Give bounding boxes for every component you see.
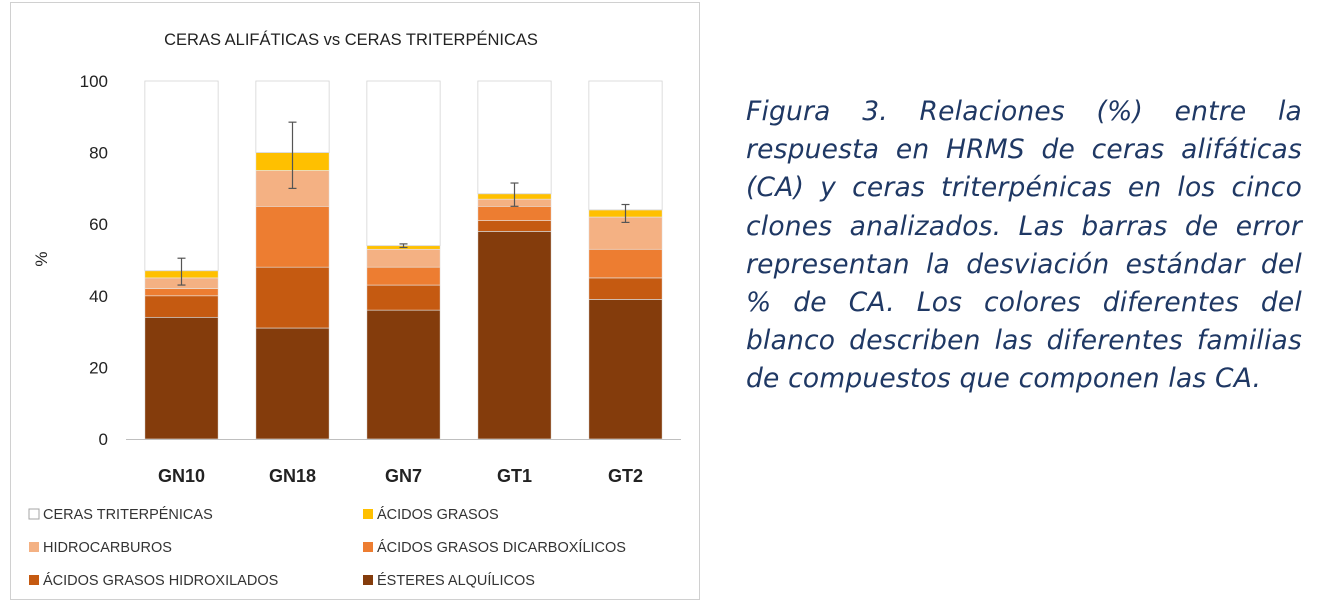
- legend-label: CERAS TRITERPÉNICAS: [43, 506, 213, 523]
- chart-title: CERAS ALIFÁTICAS vs CERAS TRITERPÉNICAS: [164, 30, 538, 49]
- x-tick-label-gn10: GN10: [158, 466, 205, 486]
- y-tick-label: 100: [80, 72, 108, 91]
- x-axis: GN10 GN18 GN7 GT1 GT2: [126, 439, 681, 486]
- y-tick-label: 80: [89, 144, 108, 163]
- x-tick-label-gn7: GN7: [385, 466, 422, 486]
- bar-segment-gn7-5: [366, 80, 441, 247]
- y-axis: 0 20 40 60 80 100: [80, 72, 108, 449]
- y-tick-label: 0: [99, 430, 108, 449]
- bar-segment-gn18-2: [255, 206, 330, 268]
- bar-segment-gn18-1: [255, 266, 330, 329]
- bar-segment-gt2-0: [588, 299, 663, 440]
- legend-label: ÁCIDOS GRASOS HIDROXILADOS: [43, 572, 278, 589]
- bar-segment-gt2-2: [588, 248, 663, 279]
- legend-label: ÁCIDOS GRASOS: [377, 506, 499, 523]
- bar-segment-gn18-0: [255, 327, 330, 440]
- error-bars: [177, 121, 630, 286]
- legend-label: HIDROCARBUROS: [43, 540, 172, 556]
- bar-segment-gn7-3: [366, 248, 441, 268]
- x-tick-label-gn18: GN18: [269, 466, 316, 486]
- figure-caption: Figura 3. Relaciones (%) entre la respue…: [746, 96, 1302, 395]
- bar-segment-gn7-1: [366, 284, 441, 311]
- bar-segment-gt1-1: [477, 220, 552, 232]
- y-tick-label: 60: [89, 215, 108, 234]
- stacked-bar-chart: CERAS ALIFÁTICAS vs CERAS TRITERPÉNICAS …: [28, 30, 681, 589]
- y-tick-label: 20: [89, 358, 108, 377]
- legend-swatch: [29, 542, 39, 552]
- x-tick-label-gt2: GT2: [608, 466, 643, 486]
- bar-segment-gn10-5: [144, 80, 219, 272]
- chart-panel: CERAS ALIFÁTICAS vs CERAS TRITERPÉNICAS …: [10, 2, 700, 600]
- bar-segment-gt2-5: [588, 80, 663, 211]
- legend-swatch: [363, 575, 373, 585]
- bar-segment-gt1-0: [477, 231, 552, 440]
- bar-segment-gn10-1: [144, 295, 219, 318]
- legend-label: ÉSTERES ALQUÍLICOS: [377, 572, 535, 589]
- legend-swatch: [28, 508, 40, 520]
- bar-segment-gt1-2: [477, 206, 552, 221]
- legend-swatch: [363, 542, 373, 552]
- legend-swatch: [363, 509, 373, 519]
- bar-segment-gn7-0: [366, 309, 441, 440]
- y-tick-label: 40: [89, 287, 108, 306]
- bar-segment-gn10-0: [144, 316, 219, 440]
- x-tick-label-gt1: GT1: [497, 466, 532, 486]
- legend: CERAS TRITERPÉNICAS ÁCIDOS GRASOS HIDROCAR…: [28, 506, 626, 589]
- legend-label: ÁCIDOS GRASOS DICARBOXÍLICOS: [377, 539, 626, 556]
- bars: [144, 80, 663, 440]
- bar-segment-gt2-1: [588, 277, 663, 300]
- bar-segment-gn10-2: [144, 288, 219, 297]
- bar-segment-gt1-5: [477, 80, 552, 195]
- y-axis-label: %: [32, 251, 51, 266]
- legend-swatch: [29, 575, 39, 585]
- bar-segment-gn7-2: [366, 266, 441, 286]
